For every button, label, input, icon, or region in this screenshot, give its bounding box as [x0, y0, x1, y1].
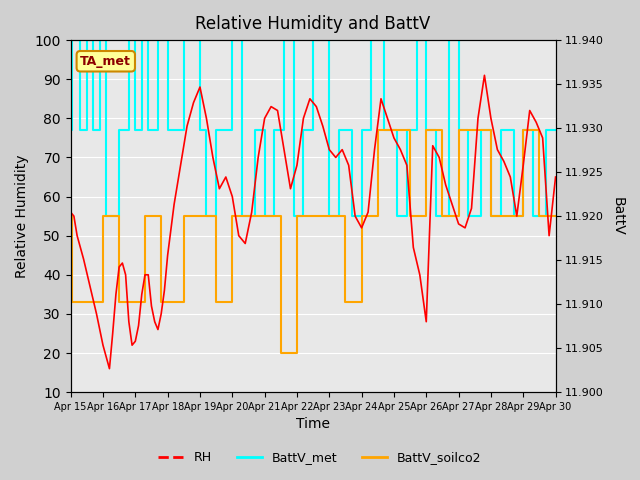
X-axis label: Time: Time — [296, 418, 330, 432]
Y-axis label: Relative Humidity: Relative Humidity — [15, 155, 29, 278]
Y-axis label: BattV: BattV — [611, 197, 625, 236]
Title: Relative Humidity and BattV: Relative Humidity and BattV — [195, 15, 431, 33]
Text: TA_met: TA_met — [81, 55, 131, 68]
Legend: RH, BattV_met, BattV_soilco2: RH, BattV_met, BattV_soilco2 — [154, 446, 486, 469]
